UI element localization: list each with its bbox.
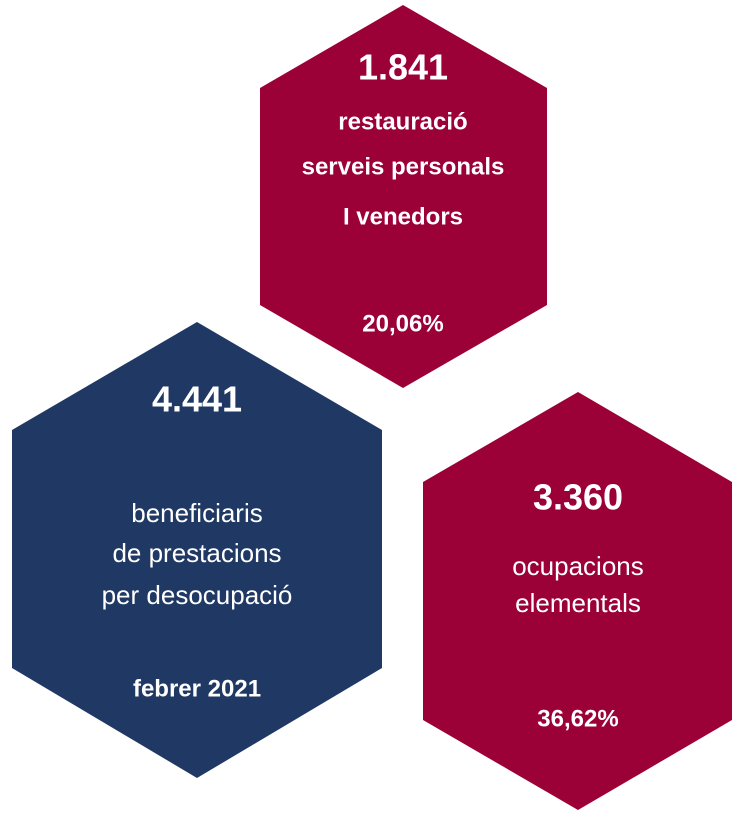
date: febrer 2021 <box>133 675 261 702</box>
label-line: de prestacions <box>112 538 281 568</box>
label-line: elementals <box>515 588 641 618</box>
label-line: serveis personals <box>302 153 505 180</box>
hexagon <box>12 322 382 778</box>
hexagon <box>260 5 547 388</box>
label-line: beneficiaris <box>131 498 263 528</box>
share: 36,62% <box>537 705 618 732</box>
count: 4.441 <box>152 379 242 420</box>
share: 20,06% <box>362 310 443 337</box>
label-line: I venedors <box>343 203 463 230</box>
label-line: ocupacions <box>512 551 644 581</box>
label-line: restauració <box>338 108 467 135</box>
hexagon <box>423 392 732 810</box>
label-line: per desocupació <box>102 580 293 610</box>
count: 3.360 <box>533 477 623 518</box>
count: 1.841 <box>358 47 448 88</box>
